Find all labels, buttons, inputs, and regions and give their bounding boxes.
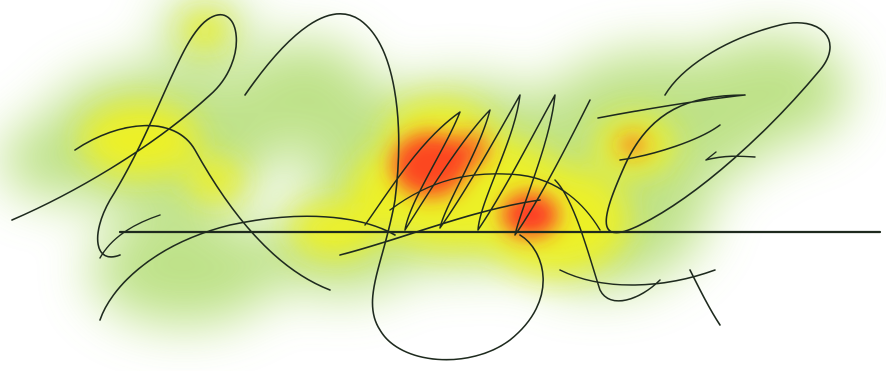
signature-strokes (11, 13, 882, 361)
heatmap-overlay (0, 0, 850, 325)
heatmap-hot-layer (392, 132, 647, 237)
